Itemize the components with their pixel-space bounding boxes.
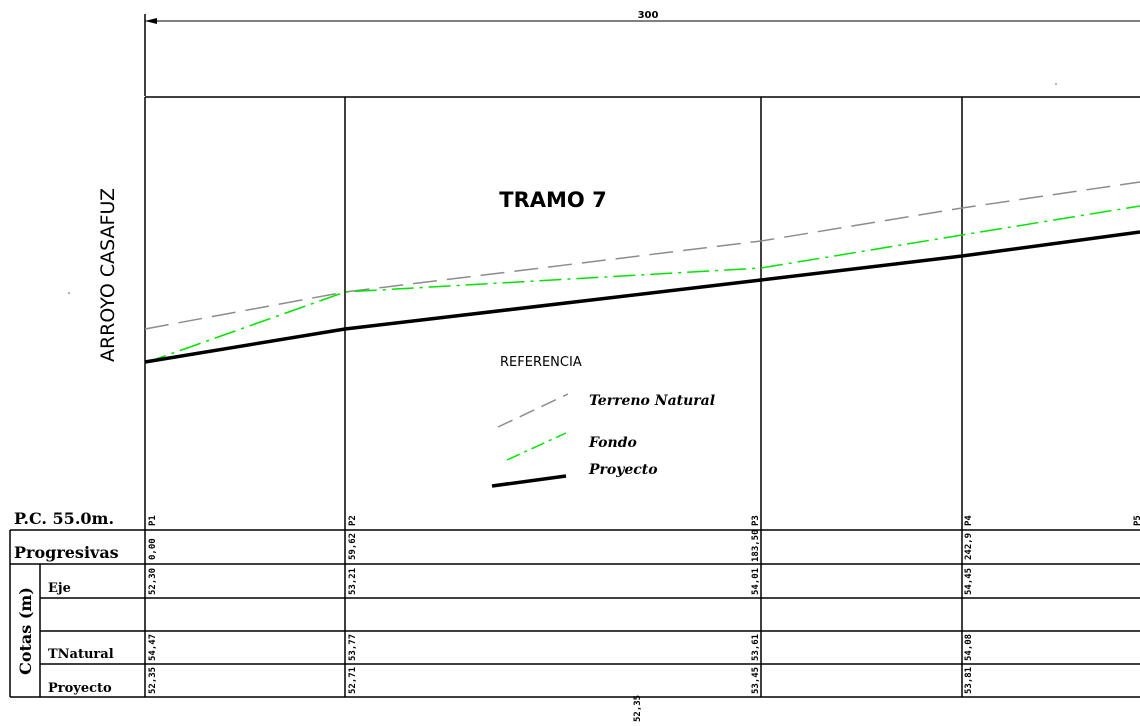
station-name-p2: P2 bbox=[348, 515, 358, 526]
dimension-line: 300 bbox=[144, 10, 1140, 96]
stray-value-label: 52,35 bbox=[633, 695, 643, 722]
cotas-label: Cotas (m) bbox=[16, 587, 35, 675]
proyecto-p3: 53,45 bbox=[751, 667, 761, 694]
proyecto-p1: 52,35 bbox=[148, 667, 158, 694]
row-label-eje: Eje bbox=[48, 581, 71, 596]
legend-heading: REFERENCIA bbox=[500, 355, 582, 370]
river-label: ARROYO CASAFUZ bbox=[97, 188, 119, 362]
stray-dot bbox=[1055, 83, 1057, 85]
station-name-p3: P3 bbox=[751, 515, 761, 526]
tnatural-p2: 53,77 bbox=[348, 634, 358, 661]
legend-fondo-swatch bbox=[506, 432, 567, 461]
legend-fondo-label: Fondo bbox=[588, 435, 637, 451]
progresiva-p1: 0,00 bbox=[148, 538, 158, 560]
station-name-p4: P4 bbox=[964, 515, 974, 526]
section-title: TRAMO 7 bbox=[499, 188, 606, 212]
eje-p4: 54,45 bbox=[964, 568, 974, 595]
progresivas-label: Progresivas bbox=[14, 543, 119, 562]
row-label-tnatural: TNatural bbox=[48, 647, 114, 662]
legend: REFERENCIA Terreno Natural Fondo Proyect… bbox=[491, 355, 715, 488]
legend-proyecto-swatch bbox=[491, 474, 567, 488]
data-table: P.C. 55.0m. Progresivas Cotas (m) Eje TN… bbox=[9, 509, 1140, 722]
legend-terreno-swatch bbox=[497, 393, 569, 428]
drawing-frame bbox=[144, 96, 1140, 697]
tnatural-p3: 53,61 bbox=[751, 634, 761, 661]
proyecto-p4: 53,81 bbox=[964, 667, 974, 694]
proyecto-p2: 52,71 bbox=[348, 667, 358, 694]
eje-p2: 53,21 bbox=[348, 568, 358, 595]
progresiva-p2: 59,62 bbox=[348, 533, 358, 560]
stray-dot bbox=[68, 292, 70, 294]
legend-proyecto-label: Proyecto bbox=[588, 462, 658, 478]
row-label-proyecto: Proyecto bbox=[48, 681, 112, 696]
fondo-line bbox=[144, 205, 1140, 364]
progresiva-p3: 183,50 bbox=[751, 529, 761, 562]
legend-terreno-label: Terreno Natural bbox=[589, 393, 715, 409]
profile-lines bbox=[144, 181, 1140, 364]
terreno-natural-line bbox=[144, 181, 1140, 330]
clipped-station-mark: P5 bbox=[1133, 515, 1140, 526]
tnatural-p4: 54,08 bbox=[964, 634, 974, 661]
progresiva-p4: 242,9 bbox=[964, 533, 974, 560]
eje-p3: 54,01 bbox=[751, 568, 761, 595]
station-name-p1: P1 bbox=[148, 515, 158, 526]
dimension-label: 300 bbox=[638, 10, 659, 21]
tnatural-p1: 54,47 bbox=[148, 634, 158, 661]
proyecto-line bbox=[144, 230, 1140, 364]
pc-label: P.C. 55.0m. bbox=[14, 509, 114, 528]
eje-p1: 52,30 bbox=[148, 568, 158, 595]
